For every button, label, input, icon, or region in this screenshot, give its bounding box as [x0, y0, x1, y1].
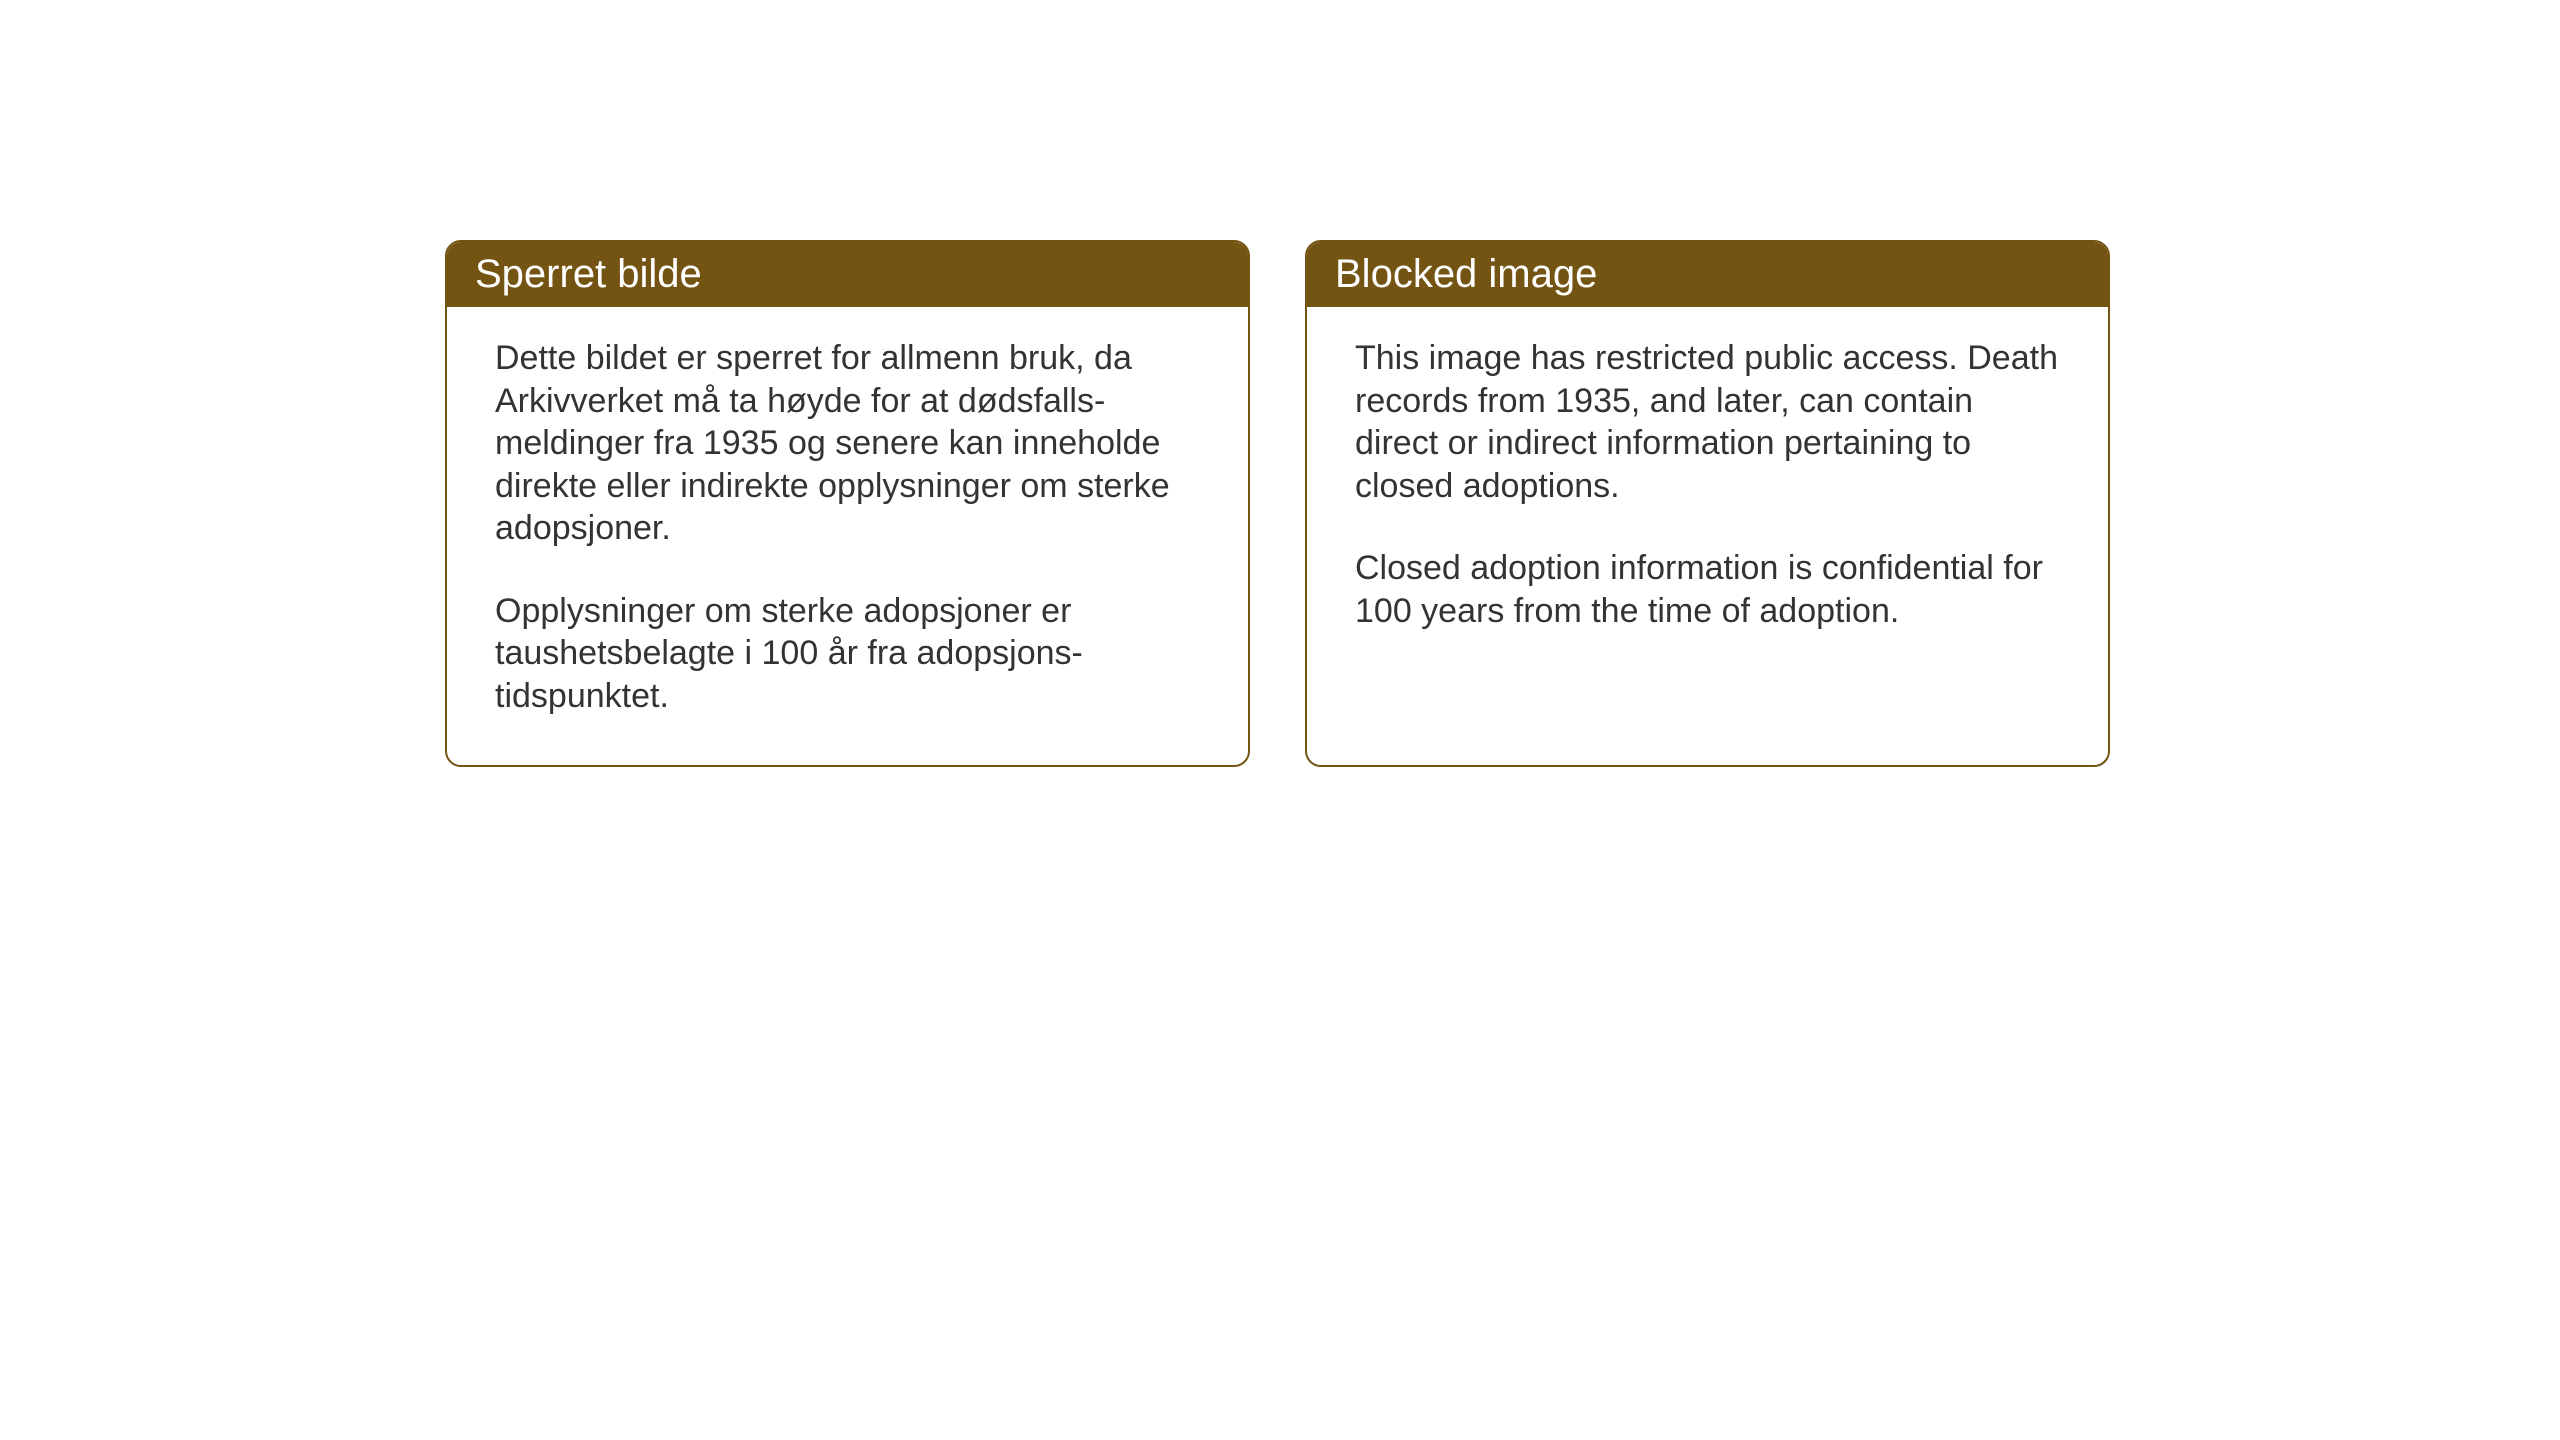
notice-body-english: This image has restricted public access.…: [1307, 307, 2108, 737]
notice-paragraph-2-norwegian: Opplysninger om sterke adopsjoner er tau…: [495, 590, 1200, 718]
notice-header-norwegian: Sperret bilde: [447, 242, 1248, 307]
notice-paragraph-2-english: Closed adoption information is confident…: [1355, 547, 2060, 632]
notice-paragraph-1-english: This image has restricted public access.…: [1355, 337, 2060, 507]
notice-container: Sperret bilde Dette bildet er sperret fo…: [445, 240, 2110, 767]
notice-paragraph-1-norwegian: Dette bildet er sperret for allmenn bruk…: [495, 337, 1200, 550]
notice-card-norwegian: Sperret bilde Dette bildet er sperret fo…: [445, 240, 1250, 767]
notice-title-norwegian: Sperret bilde: [475, 252, 702, 296]
notice-title-english: Blocked image: [1335, 252, 1597, 296]
notice-header-english: Blocked image: [1307, 242, 2108, 307]
notice-body-norwegian: Dette bildet er sperret for allmenn bruk…: [447, 307, 1248, 765]
notice-card-english: Blocked image This image has restricted …: [1305, 240, 2110, 767]
